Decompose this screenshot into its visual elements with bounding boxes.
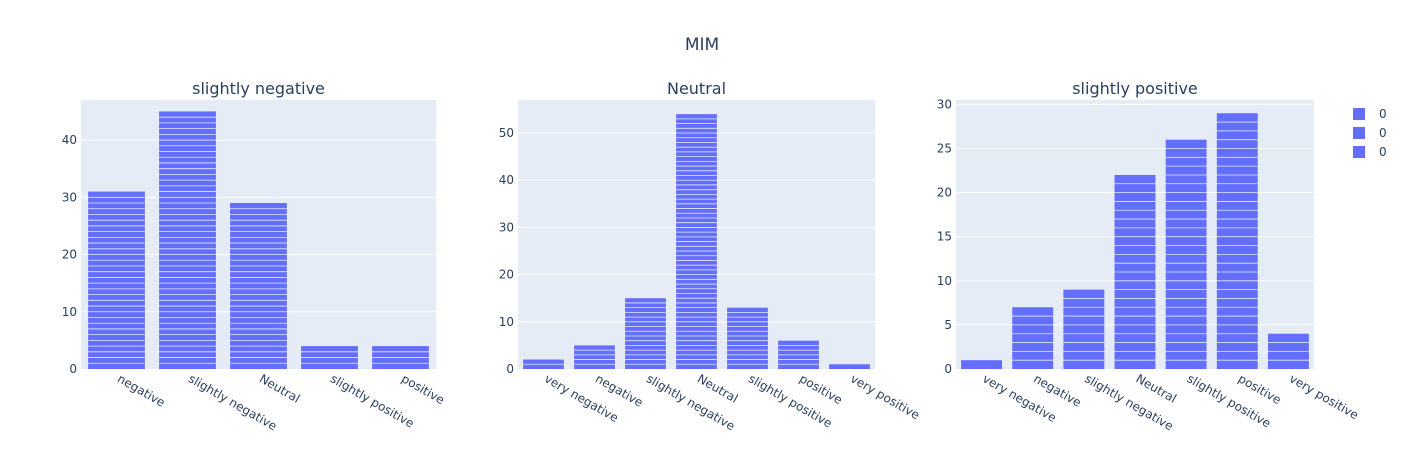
- bar-fill: [961, 360, 1003, 369]
- legend-item[interactable]: 0: [1353, 107, 1387, 121]
- bar-fill: [1012, 307, 1054, 369]
- x-tick-label: slightly negative: [644, 371, 737, 433]
- x-tick-label: positive: [399, 371, 447, 407]
- subplots: 0 10 20 30 40 negative slightly negative Neutra…: [62, 79, 1361, 433]
- bar-fill: [230, 203, 287, 369]
- y-tick-label: 0: [944, 362, 952, 376]
- legend-item[interactable]: 0: [1353, 126, 1387, 140]
- x-tick-label: Neutral: [257, 371, 302, 405]
- bar[interactable]: [523, 359, 564, 369]
- subplot-title: Neutral: [667, 79, 726, 98]
- bar[interactable]: [159, 111, 216, 369]
- y-tick-label: 10: [937, 274, 952, 288]
- y-tick-label: 10: [62, 305, 77, 319]
- bar-fill: [1063, 289, 1105, 369]
- bar-fill: [829, 364, 870, 369]
- y-tick-label: 20: [937, 186, 952, 200]
- bar[interactable]: [1012, 307, 1054, 369]
- bar[interactable]: [1165, 139, 1207, 369]
- bar[interactable]: [301, 346, 358, 369]
- legend-item[interactable]: 0: [1353, 145, 1387, 159]
- y-tick-label: 20: [499, 268, 514, 282]
- x-tick-label: slightly negative: [1082, 371, 1175, 433]
- bar[interactable]: [230, 203, 287, 369]
- bar[interactable]: [372, 346, 429, 369]
- bar[interactable]: [676, 114, 717, 369]
- legend-label: 0: [1379, 145, 1387, 159]
- bar[interactable]: [1216, 113, 1258, 369]
- bar[interactable]: [829, 364, 870, 369]
- legend-label: 0: [1379, 107, 1387, 121]
- bar[interactable]: [88, 191, 145, 369]
- legend-swatch: [1353, 146, 1365, 158]
- y-tick-label: 10: [499, 315, 514, 329]
- subplot-title: slightly positive: [1072, 79, 1198, 98]
- x-tick-label: negative: [115, 371, 167, 409]
- bar[interactable]: [1114, 174, 1156, 369]
- bar[interactable]: [778, 340, 819, 369]
- bar[interactable]: [961, 360, 1003, 369]
- y-tick-label: 30: [499, 220, 514, 234]
- bar[interactable]: [574, 345, 615, 369]
- x-tick-label: very positive: [848, 371, 922, 422]
- bar-fill: [574, 345, 615, 369]
- y-tick-label: 30: [62, 190, 77, 204]
- y-tick-label: 0: [69, 362, 77, 376]
- bar-fill: [1216, 113, 1258, 369]
- y-tick-label: 50: [499, 126, 514, 140]
- subplot-title: slightly negative: [192, 79, 325, 98]
- y-tick-label: 25: [937, 142, 952, 156]
- y-tick-label: 20: [62, 248, 77, 262]
- bar[interactable]: [625, 298, 666, 369]
- y-tick-label: 0: [506, 362, 514, 376]
- bar-fill: [727, 307, 768, 369]
- y-tick-label: 40: [62, 133, 77, 147]
- main-title: MIM: [685, 35, 719, 55]
- legend[interactable]: 0 0 0: [1353, 107, 1387, 159]
- subplot-1: 0 10 20 30 40 negative slightly negative Neutra…: [62, 79, 447, 433]
- bar-fill: [88, 191, 145, 369]
- y-tick-label: 5: [944, 318, 952, 332]
- bar-fill: [625, 298, 666, 369]
- y-tick-label: 40: [499, 173, 514, 187]
- y-tick-label: 30: [937, 97, 952, 111]
- y-tick-label: 15: [937, 230, 952, 244]
- legend-swatch: [1353, 108, 1365, 120]
- legend-swatch: [1353, 127, 1365, 139]
- bar-fill: [159, 111, 216, 369]
- bar[interactable]: [1267, 333, 1309, 369]
- bar[interactable]: [727, 307, 768, 369]
- legend-label: 0: [1379, 126, 1387, 140]
- bar[interactable]: [1063, 289, 1105, 369]
- x-tick-label: very positive: [1287, 371, 1361, 422]
